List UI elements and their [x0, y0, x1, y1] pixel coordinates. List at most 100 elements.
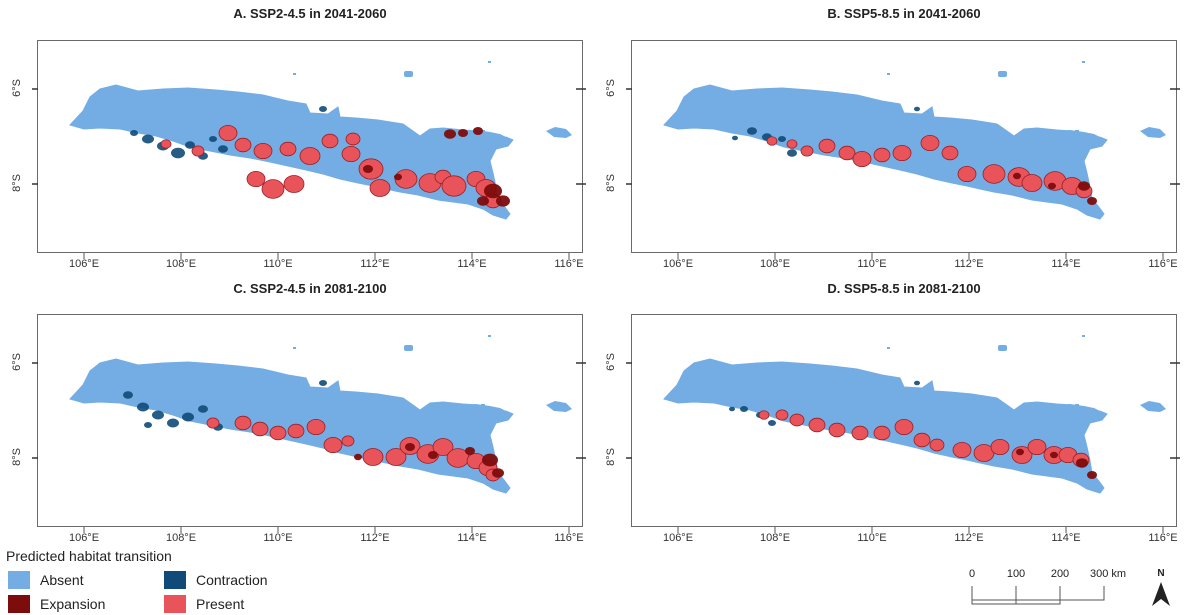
contraction-area — [130, 130, 138, 136]
small-island — [488, 61, 491, 63]
expansion-area — [482, 453, 498, 467]
y-tick-label: 6°S — [604, 353, 617, 371]
java-island — [663, 358, 1108, 494]
expansion-area — [444, 129, 456, 139]
small-island — [998, 345, 1007, 351]
x-tick-label: 116°E — [554, 532, 584, 544]
contraction-area — [185, 141, 195, 149]
present-area — [775, 409, 789, 421]
expansion-area — [1078, 181, 1090, 191]
x-tick-label: 112°E — [360, 532, 390, 544]
contraction-area — [171, 147, 185, 159]
expansion-area — [1087, 197, 1097, 205]
panel-title: B. SSP5-8.5 in 2041-2060 — [827, 6, 981, 21]
small-island — [488, 335, 491, 337]
expansion-area — [1016, 448, 1024, 456]
legend-label-expansion: Expansion — [40, 596, 106, 612]
present-area — [261, 179, 285, 199]
x-tick-label: 106°E — [68, 258, 100, 270]
present-area — [758, 410, 770, 420]
contraction-area — [747, 127, 757, 135]
present-area — [913, 432, 931, 448]
y-tick-label: 6°S — [10, 353, 23, 371]
present-area — [920, 134, 940, 152]
present-area — [246, 170, 266, 188]
scale-label-0: 0 — [968, 568, 976, 580]
present-area — [929, 438, 945, 452]
present-area — [828, 422, 846, 438]
madura-island — [436, 404, 506, 418]
legend-title: Predicted habitat transition — [6, 548, 172, 564]
contraction-area — [778, 136, 786, 142]
present-area — [218, 124, 238, 142]
scale-bar-graphic — [971, 586, 1105, 605]
map-canvas — [626, 335, 1180, 533]
north-label: N — [1157, 568, 1165, 579]
present-area — [982, 164, 1006, 184]
present-area — [234, 415, 252, 431]
present-area — [323, 436, 343, 454]
present-area — [852, 150, 872, 168]
map-canvas — [626, 61, 1180, 259]
present-area — [873, 425, 891, 441]
x-tick-label: 110°E — [263, 258, 293, 270]
x-tick-label: 110°E — [263, 532, 293, 544]
small-island — [293, 347, 296, 349]
small-island — [1075, 130, 1079, 132]
present-area — [234, 137, 252, 153]
expansion-area — [1076, 458, 1088, 468]
north-arrow-icon — [1152, 582, 1170, 606]
contraction-area — [182, 412, 194, 422]
y-tick-label: 8°S — [10, 448, 23, 466]
contraction-area — [914, 380, 920, 386]
x-tick-label: 112°E — [954, 258, 984, 270]
x-tick-label: 116°E — [1148, 258, 1178, 270]
y-tick-label: 6°S — [604, 79, 617, 97]
x-tick-label: 106°E — [662, 532, 694, 544]
small-island — [1075, 404, 1079, 406]
small-island — [293, 73, 296, 75]
legend-item-absent: Absent — [8, 571, 84, 589]
map-canvas — [32, 335, 586, 533]
contraction-area — [319, 380, 327, 386]
x-tick-label: 110°E — [857, 258, 887, 270]
contraction-area — [152, 410, 164, 420]
present-area — [808, 417, 826, 433]
expansion-area — [1048, 182, 1056, 190]
legend-label-absent: Absent — [40, 572, 84, 588]
present-area — [191, 145, 205, 157]
expansion-area — [484, 183, 502, 199]
y-tick-label: 8°S — [604, 448, 617, 466]
x-tick-label: 106°E — [68, 532, 100, 544]
contraction-area — [167, 418, 179, 428]
expansion-area — [1087, 471, 1097, 479]
contraction-area — [319, 106, 327, 112]
present-area — [369, 179, 391, 197]
y-tick-label: 8°S — [604, 174, 617, 192]
expansion-area — [477, 196, 489, 206]
expansion-area — [496, 195, 510, 207]
present-area — [1027, 438, 1047, 456]
present-area — [952, 441, 972, 459]
x-tick-label: 108°E — [165, 258, 197, 270]
present-area — [306, 418, 326, 436]
x-tick-label: 112°E — [954, 532, 984, 544]
legend-item-present: Present — [164, 595, 244, 613]
scale-label-300: 300 km — [1089, 568, 1127, 580]
present-area — [800, 145, 814, 157]
legend-label-present: Present — [196, 596, 245, 612]
expansion-area — [492, 468, 504, 478]
present-area — [385, 448, 407, 466]
panel-title: D. SSP5-8.5 in 2081-2100 — [827, 281, 981, 296]
present-area — [206, 417, 220, 429]
y-tick-label: 8°S — [10, 174, 23, 192]
present-area — [279, 141, 297, 157]
present-area — [957, 165, 977, 183]
present-area — [321, 133, 339, 149]
expansion-area — [428, 451, 438, 459]
x-tick-label: 116°E — [1148, 532, 1178, 544]
contraction-area — [137, 402, 149, 412]
legend-item-contraction: Contraction — [164, 571, 268, 589]
present-area — [894, 418, 914, 436]
present-area — [873, 147, 891, 163]
